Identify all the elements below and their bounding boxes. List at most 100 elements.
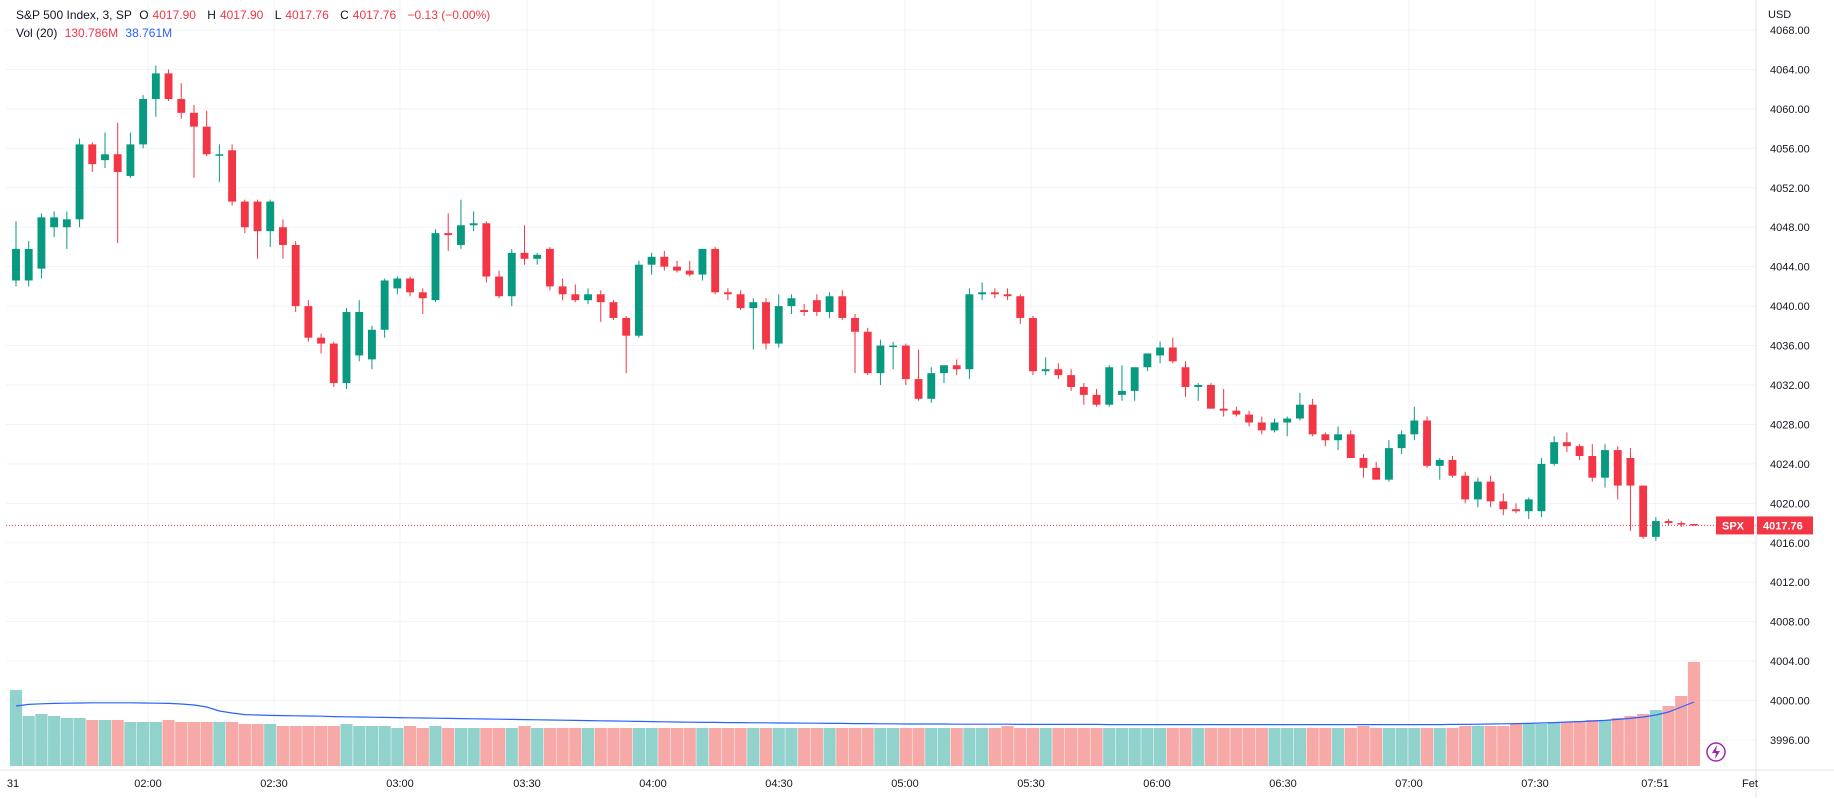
price-tick-label: 4040.00 (1770, 301, 1810, 313)
candle (1664, 519, 1673, 526)
legend-symbol-line: S&P 500 Index, 3, SP O 4017.90 H 4017.90 L… (16, 8, 494, 22)
volume-bar (1459, 726, 1472, 766)
candle (978, 282, 987, 301)
candle-body (1537, 463, 1546, 512)
candle-body (889, 345, 898, 348)
candle (1562, 432, 1571, 453)
candle (1016, 294, 1025, 324)
candle-body (1550, 442, 1559, 464)
candle (75, 138, 84, 228)
candle-body (1194, 385, 1203, 387)
candle-body (1435, 459, 1444, 466)
candle (1232, 406, 1241, 417)
volume-bar (1471, 726, 1484, 766)
candle-body (1105, 367, 1114, 405)
candle-body (1423, 420, 1431, 466)
open-label: O 4017.90 (139, 8, 196, 22)
candle (304, 300, 313, 342)
volume-bar (1039, 728, 1052, 766)
candle (1448, 456, 1457, 478)
volume-bar (314, 726, 328, 766)
candle-body (317, 337, 326, 344)
volume-bar (1560, 722, 1573, 766)
candle-body (812, 300, 821, 313)
candle (1079, 383, 1088, 405)
candle (1143, 353, 1152, 372)
last-price-badge (1757, 516, 1813, 535)
candle-body (673, 266, 681, 271)
candle (279, 219, 287, 259)
volume-bar (1382, 728, 1396, 766)
price-tick-label: 4032.00 (1770, 380, 1810, 392)
candle-body (762, 302, 770, 344)
candle (253, 199, 262, 259)
volume-bar (1598, 720, 1612, 766)
volume-bar (137, 722, 150, 766)
volume-bar (823, 728, 836, 766)
volume-bar (403, 726, 417, 766)
candle-body (1677, 523, 1686, 525)
volume-bar (200, 722, 213, 766)
candle (647, 252, 656, 275)
candle-body (545, 248, 554, 287)
candle-body (863, 331, 872, 374)
volume-bar (302, 726, 315, 766)
candle (558, 278, 567, 301)
volume-bar (1153, 728, 1167, 766)
candle (533, 252, 542, 265)
volume-bar (1624, 716, 1637, 766)
candle-body (279, 227, 287, 245)
candle-body (380, 280, 389, 330)
volume-bar (1052, 728, 1065, 766)
candle-body (1651, 521, 1660, 537)
candle (1206, 383, 1215, 409)
price-tick-label: 4024.00 (1770, 459, 1810, 471)
volume-bar (111, 720, 124, 766)
volume-bar (1637, 714, 1650, 766)
candle-body (1690, 524, 1698, 526)
low-label: L 4017.76 (274, 8, 329, 22)
candle (1156, 341, 1165, 364)
volume-bar (937, 728, 951, 766)
candle (431, 229, 440, 303)
volume-bar (1230, 728, 1243, 766)
volume-bar (709, 728, 722, 766)
candle (940, 365, 948, 384)
candle-body (1372, 467, 1381, 480)
volume-bar (632, 728, 645, 766)
candle-body (24, 248, 33, 281)
candle (291, 241, 300, 313)
candle-body (1283, 418, 1292, 423)
candle (1041, 357, 1050, 376)
volume-bar (327, 726, 340, 766)
candle-body (520, 252, 529, 259)
candle-body (1499, 501, 1508, 510)
candle-body (1168, 347, 1177, 362)
candle-body (749, 302, 758, 309)
candle (545, 246, 554, 291)
candle-body (482, 223, 491, 277)
candle-body (1130, 367, 1139, 391)
candle (520, 225, 529, 265)
candle (1283, 416, 1292, 437)
candle (901, 343, 910, 385)
volume-bar (1548, 722, 1561, 766)
candle (317, 333, 326, 354)
volume-bar (289, 726, 302, 766)
candle-body (774, 306, 783, 344)
time-tick-label: Fet (1742, 778, 1758, 790)
volume-bar (531, 728, 544, 766)
candle-body (685, 270, 694, 275)
candle-body (609, 302, 618, 318)
candle (609, 300, 618, 320)
price-tick-label: 4052.00 (1770, 183, 1810, 195)
candle (1003, 288, 1012, 301)
volume-bar (518, 726, 531, 766)
candle-body (126, 144, 135, 176)
volume-bar (988, 728, 1001, 766)
volume-bar (1293, 728, 1307, 766)
candle (1537, 457, 1546, 518)
volume-bar (1344, 728, 1357, 766)
volume-bar (925, 728, 938, 766)
